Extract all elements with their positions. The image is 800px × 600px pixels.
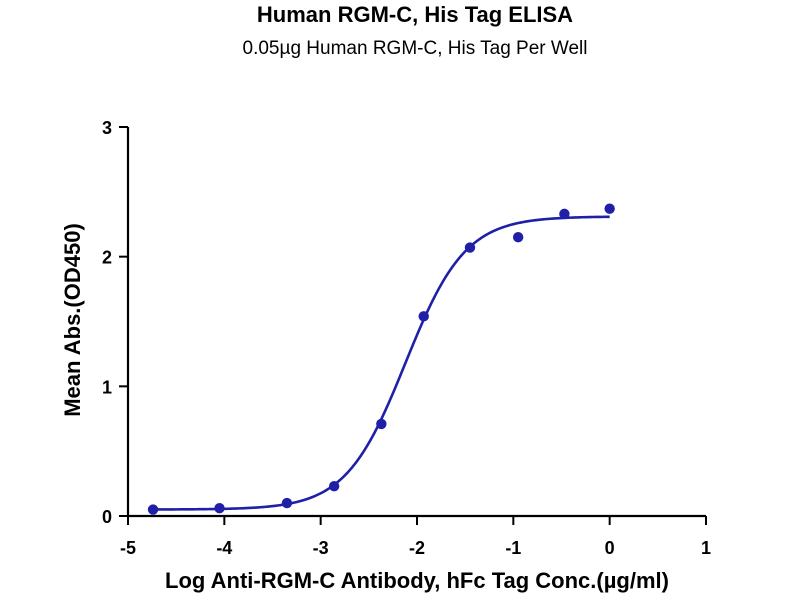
x-tick-label: -3 [313,538,329,558]
x-tick-label: 0 [605,538,615,558]
y-tick-label: 0 [102,507,112,527]
fit-curve [153,215,610,511]
y-tick-label: 1 [102,377,112,397]
data-point [147,504,159,515]
data-point [214,503,225,514]
x-tick-label: -4 [216,538,232,558]
data-point [418,311,429,322]
x-tick-label: -1 [505,538,521,558]
data-point [376,418,387,430]
x-tick-label: -2 [409,538,425,558]
y-axis-label: Mean Abs.(OD450) [60,223,85,417]
chart-subtitle: 0.05µg Human RGM-C, His Tag Per Well [243,38,588,59]
x-axis-label: Log Anti-RGM-C Antibody, hFc Tag Conc.(µ… [165,568,669,593]
data-point [328,480,340,492]
x-tick-label: -5 [120,538,136,558]
chart-title: Human RGM-C, His Tag ELISA [257,2,573,27]
data-point [281,497,293,509]
y-tick-label: 2 [102,248,112,268]
x-ticks: -5 -4 -3 -2 -1 0 1 [120,516,711,558]
data-points [147,203,615,515]
data-point [604,203,615,214]
y-tick-label: 3 [102,118,112,138]
data-point [559,208,570,220]
axes [126,127,706,518]
data-point [512,232,524,243]
y-ticks: 0 1 2 3 [102,118,128,527]
x-tick-label: 1 [701,538,711,558]
data-point [464,242,476,253]
